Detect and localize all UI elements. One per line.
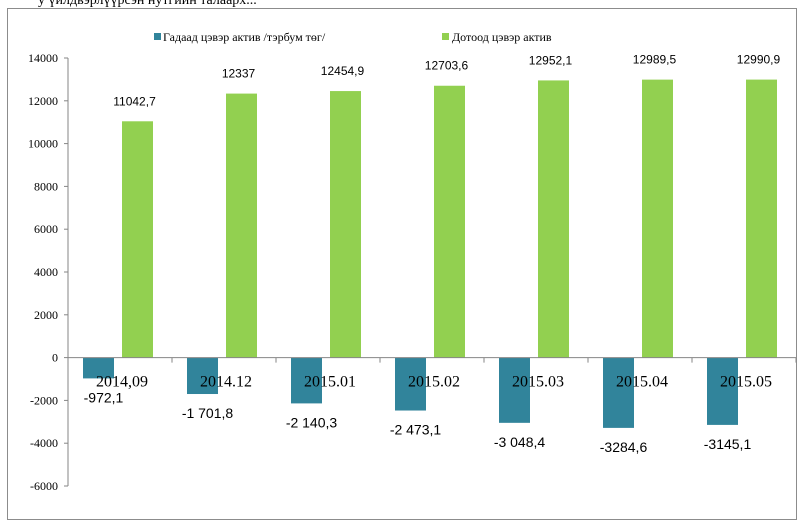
y-tick-label: -2000 [30,393,58,407]
x-tick-label: 2014,09 [96,374,148,391]
value-labels: 11042,7 -972,1 12337 -1 701,8 12454,9 -2 140,… [84,53,781,455]
data-label-domestic: 12990,9 [737,53,781,67]
bar-domestic [538,80,569,358]
data-label-domestic: 12337 [222,67,256,81]
data-label-external: -3145,1 [704,436,752,452]
x-tick-label: 2015.04 [616,374,668,391]
x-tick-label: 2015.03 [512,374,564,391]
y-tick-label: -6000 [30,479,58,493]
data-label-domestic: 12989,5 [633,53,677,67]
y-tick-label: -4000 [30,436,58,450]
x-axis: 2014,09 2014.12 2015.01 2015.02 2015.03 2015.… [67,357,797,391]
bar-external [707,357,738,425]
chart-caption: у үйлдвэрлүүрсэн нутгийн талаарх... [38,0,257,8]
bar-external [83,357,114,379]
bar-external [395,357,426,411]
data-label-domestic: 12703,6 [425,59,469,73]
y-tick-label: 6000 [34,222,58,236]
y-tick-label: 10000 [28,137,58,151]
x-tick-label: 2015.05 [720,374,772,391]
data-label-domestic: 11042,7 [113,94,156,108]
bar-domestic [226,93,257,358]
y-tick-label: 14000 [28,51,58,65]
data-label-external: -2 473,1 [390,422,442,438]
bar-external [291,357,322,404]
bar-domestic [746,79,777,358]
bar-domestic [330,91,361,358]
data-label-external: -3 048,4 [494,434,546,450]
legend-label-domestic: Дотоод цэвэр актив [452,30,552,44]
bar-external [603,357,634,428]
data-label-domestic: 12454,9 [321,64,365,78]
data-label-external: -972,1 [84,389,124,405]
x-tick-label: 2015.01 [304,374,356,391]
legend-label-external: Гадаад цэвэр актив /тэрбум төг/ [163,30,326,44]
x-tick-label: 2015.02 [408,374,460,391]
data-label-domestic: 12952,1 [529,53,573,67]
bar-domestic [642,79,673,358]
y-tick-label: 12000 [28,94,58,108]
x-tick-label: 2014.12 [200,374,252,391]
y-tick-label: 4000 [34,265,58,279]
chart-frame [7,8,797,520]
data-label-external: -1 701,8 [182,405,234,421]
bar-domestic [434,85,465,358]
bar-domestic [122,121,153,358]
y-tick-label: 8000 [34,179,58,193]
bar-external [187,357,218,395]
y-tick-label: 2000 [34,308,58,322]
data-label-external: -2 140,3 [286,414,338,430]
legend-swatch-external [154,33,161,40]
bars [83,79,777,428]
data-label-external: -3284,6 [600,439,648,455]
y-tick-label: 0 [52,351,58,365]
legend-swatch-domestic [442,33,449,40]
legend: Гадаад цэвэр актив /тэрбум төг/ Дотоод ц… [154,30,552,44]
bar-external [499,357,530,423]
y-axis: 14000 12000 10000 8000 6000 4000 2000 0 -2000 -40… [28,51,69,493]
